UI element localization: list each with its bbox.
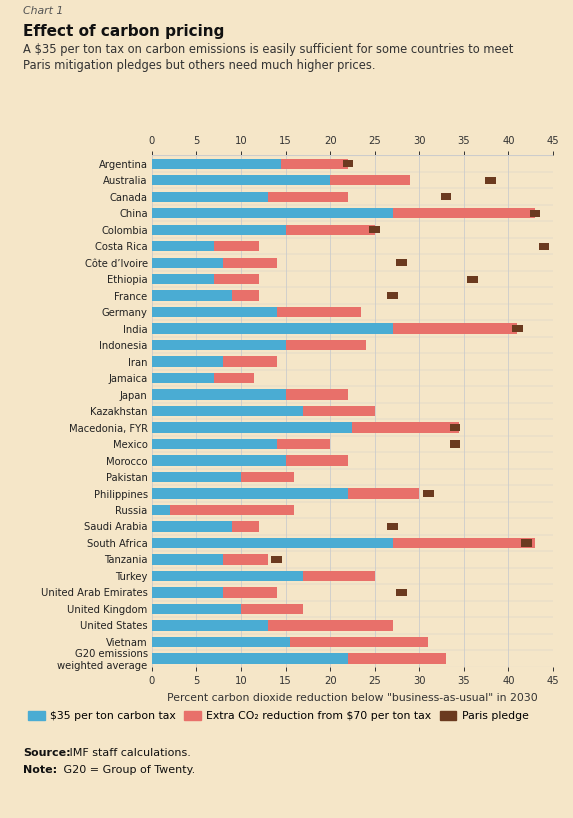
FancyBboxPatch shape	[396, 259, 407, 266]
Bar	[152, 258, 223, 267]
Bar	[152, 357, 223, 366]
FancyBboxPatch shape	[512, 325, 523, 332]
Bar	[152, 505, 170, 515]
Bar	[152, 406, 303, 416]
Legend: $35 per ton carbon tax, Extra CO₂ reduction from $70 per ton tax, Paris pledge: $35 per ton carbon tax, Extra CO₂ reduct…	[28, 711, 528, 721]
X-axis label: Percent carbon dioxide reduction below "business-as-usual" in 2030: Percent carbon dioxide reduction below "…	[167, 693, 538, 703]
Bar	[214, 373, 254, 383]
Bar	[152, 488, 348, 499]
Bar	[170, 505, 295, 515]
Bar	[348, 654, 446, 663]
Bar	[152, 224, 285, 235]
FancyBboxPatch shape	[485, 177, 496, 184]
Bar	[393, 208, 535, 218]
FancyBboxPatch shape	[539, 243, 550, 249]
Bar	[268, 191, 348, 202]
Bar	[223, 357, 277, 366]
FancyBboxPatch shape	[530, 209, 540, 217]
Bar	[152, 439, 277, 449]
Bar	[152, 587, 223, 598]
Bar	[223, 258, 277, 267]
FancyBboxPatch shape	[450, 440, 460, 447]
Bar	[152, 472, 241, 482]
FancyBboxPatch shape	[343, 160, 354, 167]
Bar	[152, 159, 281, 169]
Bar	[223, 587, 277, 598]
Bar	[152, 340, 285, 350]
Bar	[152, 637, 290, 647]
Bar	[232, 521, 259, 532]
Bar	[241, 472, 295, 482]
FancyBboxPatch shape	[271, 556, 282, 563]
Bar	[393, 323, 517, 334]
Bar	[241, 604, 303, 614]
Bar	[303, 406, 375, 416]
Bar	[285, 224, 375, 235]
FancyBboxPatch shape	[423, 490, 434, 497]
Bar	[277, 439, 330, 449]
Bar	[223, 555, 268, 564]
Text: Effect of carbon pricing: Effect of carbon pricing	[23, 24, 224, 38]
Text: Paris mitigation pledges but others need much higher prices.: Paris mitigation pledges but others need…	[23, 59, 375, 72]
Text: Source:: Source:	[23, 748, 70, 758]
Bar	[152, 208, 393, 218]
FancyBboxPatch shape	[468, 276, 478, 283]
Bar	[152, 555, 223, 564]
Bar	[152, 373, 214, 383]
Bar	[152, 571, 303, 581]
Bar	[214, 274, 259, 284]
Bar	[152, 604, 241, 614]
FancyBboxPatch shape	[396, 589, 407, 596]
Bar	[152, 389, 285, 400]
FancyBboxPatch shape	[441, 193, 452, 200]
Bar	[303, 571, 375, 581]
Bar	[152, 422, 352, 433]
Text: Note:: Note:	[23, 765, 57, 775]
Bar	[152, 654, 348, 663]
Text: Chart 1: Chart 1	[23, 6, 63, 16]
Bar	[268, 620, 393, 631]
Bar	[152, 290, 232, 301]
Bar	[393, 538, 535, 548]
Bar	[152, 175, 330, 185]
Bar	[281, 159, 348, 169]
Bar	[232, 290, 259, 301]
Bar	[285, 340, 366, 350]
Bar	[152, 241, 214, 251]
FancyBboxPatch shape	[521, 539, 532, 546]
Bar	[152, 274, 214, 284]
FancyBboxPatch shape	[450, 424, 460, 431]
FancyBboxPatch shape	[370, 226, 380, 233]
Bar	[277, 307, 362, 317]
Bar	[152, 456, 285, 465]
Bar	[152, 307, 277, 317]
Bar	[285, 389, 348, 400]
Bar	[152, 538, 393, 548]
FancyBboxPatch shape	[387, 523, 398, 530]
Bar	[352, 422, 460, 433]
FancyBboxPatch shape	[387, 292, 398, 299]
Bar	[285, 456, 348, 465]
Text: A $35 per ton tax on carbon emissions is easily sufficient for some countries to: A $35 per ton tax on carbon emissions is…	[23, 43, 513, 56]
Text: IMF staff calculations.: IMF staff calculations.	[66, 748, 191, 758]
Bar	[290, 637, 428, 647]
Bar	[330, 175, 410, 185]
Bar	[152, 191, 268, 202]
Text: G20 = Group of Twenty.: G20 = Group of Twenty.	[60, 765, 195, 775]
Bar	[214, 241, 259, 251]
Bar	[152, 521, 232, 532]
Bar	[152, 323, 393, 334]
Bar	[348, 488, 419, 499]
Bar	[152, 620, 268, 631]
